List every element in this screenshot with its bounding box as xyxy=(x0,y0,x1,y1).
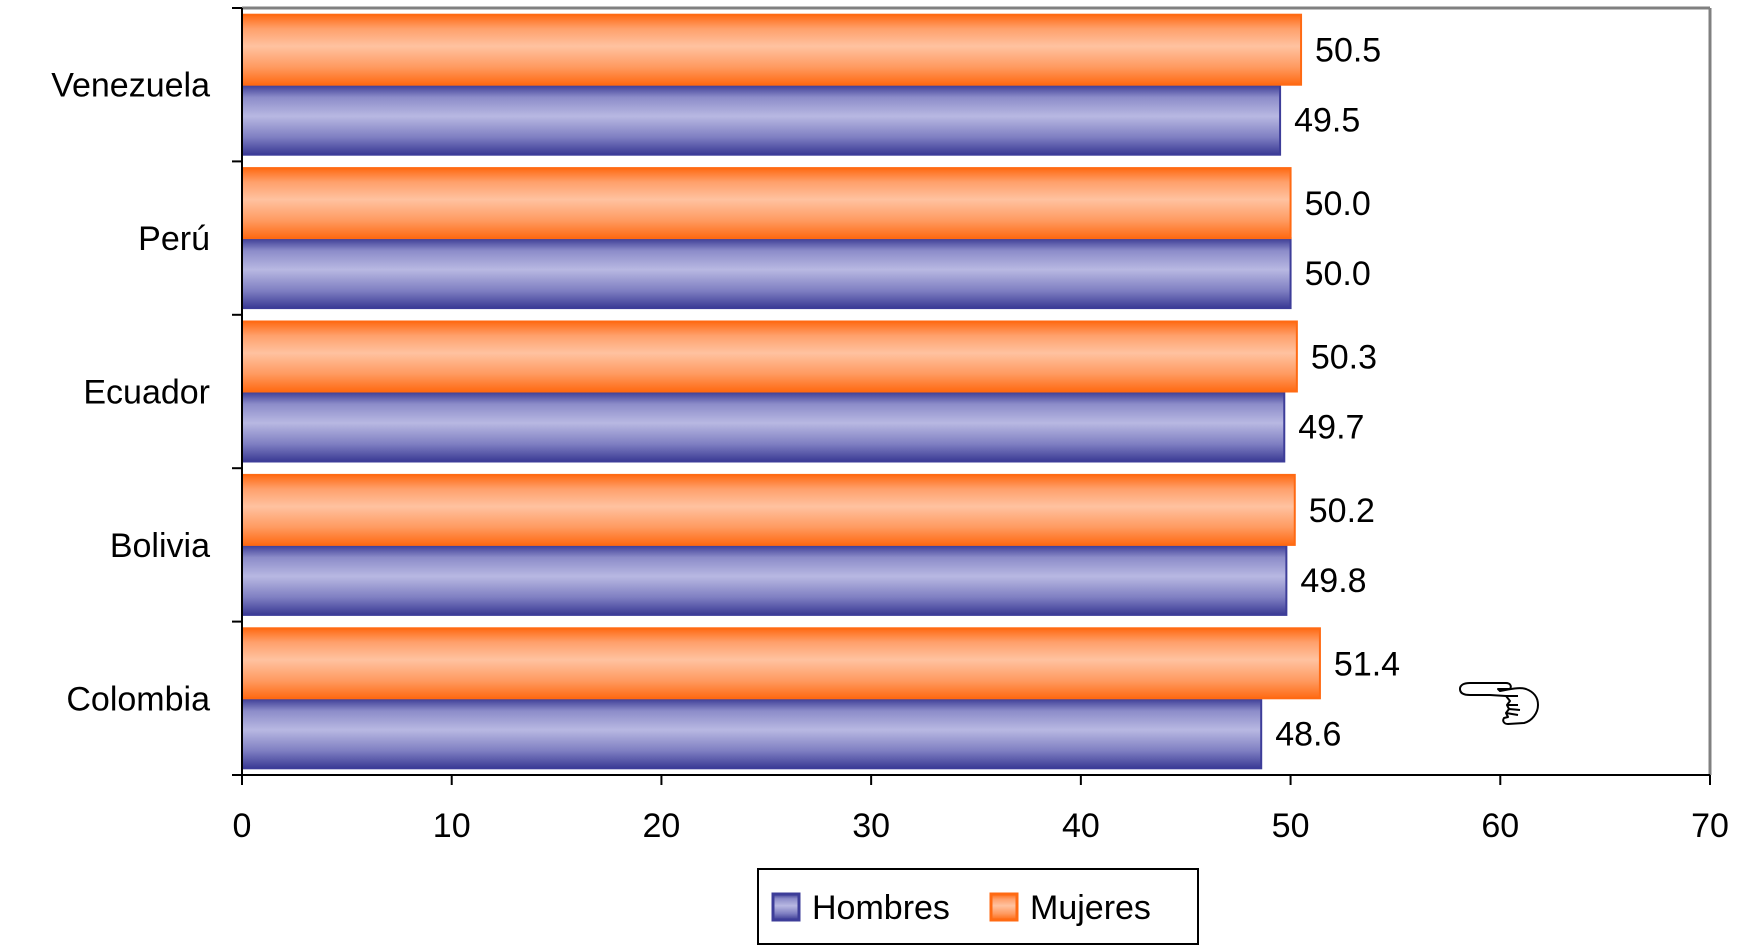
legend-box xyxy=(757,868,1199,945)
x-tick-label: 20 xyxy=(643,807,681,845)
bar-hombres-bolivia xyxy=(241,543,1288,616)
y-axis: Colombia Bolivia Ecuador Perú Venezuela xyxy=(51,7,243,776)
data-label-mujeres-peru: 50.0 xyxy=(1305,185,1371,223)
bar-mujeres-ecuador xyxy=(241,320,1298,393)
category-label-peru: Perú xyxy=(138,220,210,258)
category-label-venezuela: Venezuela xyxy=(51,67,210,105)
x-axis: 0 10 20 30 40 50 60 70 xyxy=(233,774,1729,845)
bar-hombres-peru xyxy=(241,237,1292,310)
data-label-mujeres-bolivia: 50.2 xyxy=(1309,492,1375,530)
legend-swatch-hombres xyxy=(771,892,801,922)
x-tick-label: 10 xyxy=(433,807,471,845)
bar-mujeres-venezuela xyxy=(241,13,1303,86)
data-label-hombres-venezuela: 49.5 xyxy=(1294,102,1360,140)
bar-hombres-ecuador xyxy=(241,390,1286,463)
x-tick-label: 70 xyxy=(1691,807,1729,845)
bar-hombres-venezuela xyxy=(241,83,1282,156)
x-tick-label: 0 xyxy=(233,807,252,845)
category-label-ecuador: Ecuador xyxy=(83,374,210,412)
legend-label-mujeres: Mujeres xyxy=(1030,889,1151,927)
x-tick-label: 60 xyxy=(1481,807,1519,845)
x-tick-label: 50 xyxy=(1272,807,1310,845)
bar-mujeres-peru xyxy=(241,167,1292,240)
legend-label-hombres: Hombres xyxy=(812,889,950,927)
bar-mujeres-bolivia xyxy=(241,473,1296,546)
legend-swatch-mujeres xyxy=(989,892,1019,922)
category-label-bolivia: Bolivia xyxy=(110,527,210,565)
data-label-hombres-ecuador: 49.7 xyxy=(1298,409,1364,447)
pointing-hand-icon xyxy=(1459,682,1539,725)
category-label-colombia: Colombia xyxy=(66,680,210,718)
bar-hombres-colombia xyxy=(241,697,1263,770)
data-label-hombres-bolivia: 49.8 xyxy=(1300,562,1366,600)
data-label-mujeres-colombia: 51.4 xyxy=(1334,645,1400,683)
data-label-hombres-peru: 50.0 xyxy=(1305,255,1371,293)
bar-mujeres-colombia xyxy=(241,627,1321,700)
data-label-mujeres-venezuela: 50.5 xyxy=(1315,32,1381,70)
data-label-mujeres-ecuador: 50.3 xyxy=(1311,339,1377,377)
plot-area xyxy=(242,6,1712,775)
bars-group xyxy=(241,13,1321,770)
x-tick-label: 40 xyxy=(1062,807,1100,845)
data-label-hombres-colombia: 48.6 xyxy=(1275,715,1341,753)
data-labels-group: 48.6 51.4 49.8 50.2 49.7 50.3 50.0 50.0 49.5 50.5 xyxy=(1275,32,1400,754)
legend: Hombres Mujeres xyxy=(757,868,1199,945)
x-tick-label: 30 xyxy=(852,807,890,845)
